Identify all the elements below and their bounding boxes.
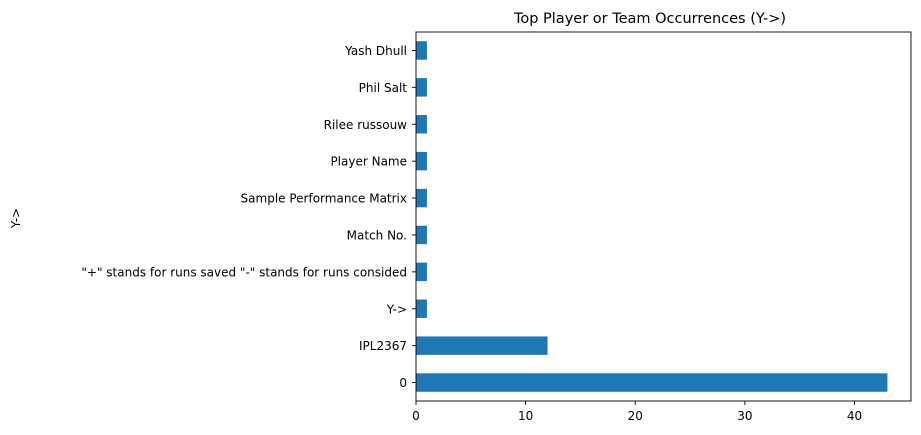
- bar: [416, 188, 427, 208]
- bar: [416, 225, 427, 245]
- bar: [416, 299, 427, 318]
- y-tick-label: "+" stands for runs saved "-" stands for…: [81, 265, 407, 279]
- x-axis-ticks: 0 10 20 30 40: [412, 401, 862, 423]
- y-tick-label: 0: [399, 376, 407, 390]
- x-tick-label: 10: [518, 409, 533, 423]
- y-tick-label: Phil Salt: [359, 81, 408, 95]
- y-tick-label: Player Name: [330, 155, 407, 169]
- bars-group: [416, 41, 888, 392]
- bar: [416, 373, 888, 392]
- y-tick-label: IPL2367: [359, 339, 407, 353]
- x-tick-label: 40: [847, 409, 862, 423]
- bar: [416, 115, 427, 134]
- x-tick-label: 20: [628, 409, 643, 423]
- x-tick-label: 0: [412, 409, 420, 423]
- bar: [416, 262, 427, 282]
- y-tick-label: Y->: [386, 302, 407, 316]
- y-tick-label: Match No.: [347, 228, 407, 242]
- chart-title: Top Player or Team Occurrences (Y->): [513, 11, 786, 27]
- bar: [416, 78, 427, 97]
- y-axis-ticks: 0 IPL2367 Y-> "+" stands for runs saved "-"…: [81, 44, 416, 390]
- bar: [416, 151, 427, 171]
- y-tick-label: Sample Performance Matrix: [241, 192, 407, 206]
- x-tick-label: 30: [737, 409, 752, 423]
- y-tick-label: Rilee russouw: [324, 118, 408, 132]
- y-axis-label: Y->: [9, 208, 23, 229]
- bar: [416, 41, 427, 60]
- plot-frame: [415, 31, 912, 402]
- bar: [416, 336, 548, 355]
- y-tick-label: Yash Dhull: [344, 44, 407, 58]
